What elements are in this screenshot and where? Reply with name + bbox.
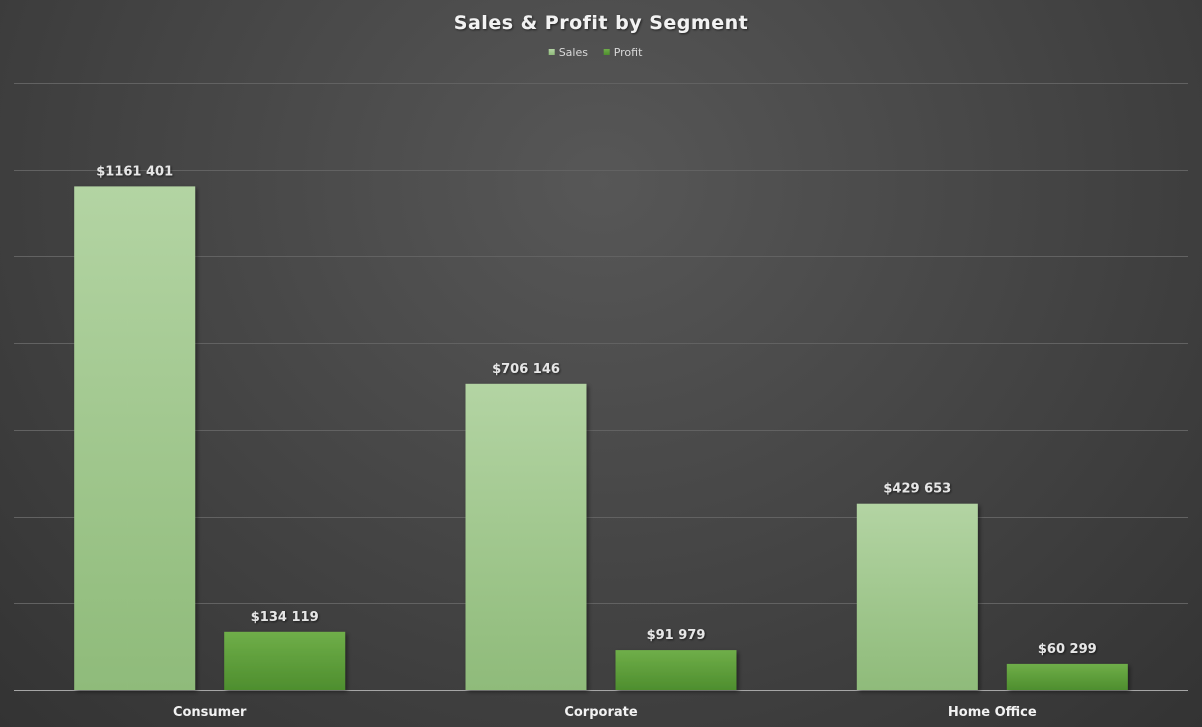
data-label-sales-corporate: $706 146 — [492, 362, 560, 377]
chart-title: Sales & Profit by Segment — [454, 12, 748, 34]
data-labels: $1161 401 $134 119 $706 146 $91 979 $429 653… — [96, 164, 1096, 657]
data-label-sales-home-office: $429 653 — [883, 482, 951, 497]
data-label-profit-corporate: $91 979 — [647, 628, 706, 643]
category-axis: Consumer Corporate Home Office — [173, 705, 1037, 720]
bars — [74, 186, 1128, 690]
bar-profit-home-office — [1006, 663, 1128, 690]
legend-label-sales: Sales — [559, 46, 589, 59]
category-label: Consumer — [173, 705, 247, 720]
category-label: Corporate — [564, 705, 638, 720]
bar-profit-consumer — [224, 631, 346, 690]
legend: Sales Profit — [548, 46, 643, 59]
data-label-sales-consumer: $1161 401 — [96, 164, 173, 179]
data-label-profit-home-office: $60 299 — [1038, 642, 1097, 657]
legend-swatch-profit — [603, 49, 610, 55]
category-label: Home Office — [948, 705, 1037, 720]
data-label-profit-consumer: $134 119 — [251, 610, 319, 625]
bar-sales-home-office — [856, 503, 978, 690]
legend-swatch-sales — [548, 49, 555, 55]
gridlines — [14, 83, 1188, 691]
bar-profit-corporate — [615, 650, 737, 690]
bar-sales-consumer — [74, 186, 196, 690]
legend-label-profit: Profit — [614, 46, 643, 59]
bar-sales-corporate — [465, 383, 587, 690]
